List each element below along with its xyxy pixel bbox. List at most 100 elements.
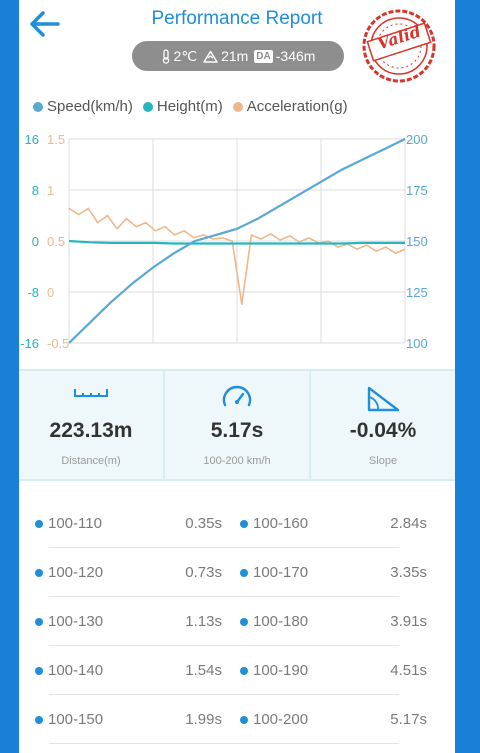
legend-item-height[interactable]: Height(m) bbox=[142, 98, 223, 115]
split-time-right: 5.17s bbox=[390, 711, 427, 728]
tick-label-acceleration: 0.5 bbox=[47, 234, 65, 249]
bullet-dot bbox=[35, 519, 43, 528]
page-title: Performance Report bbox=[151, 8, 323, 29]
tick-label-acceleration: 1.5 bbox=[47, 132, 65, 147]
conditions-pill: 2℃ 21m DA -346m bbox=[132, 41, 344, 71]
series-line-speed bbox=[68, 138, 406, 344]
bullet-dot bbox=[35, 715, 43, 724]
row-divider bbox=[49, 645, 399, 646]
tick-label-speed: 200 bbox=[406, 132, 428, 147]
back-button[interactable] bbox=[27, 8, 61, 40]
split-range-text: 100-180 bbox=[253, 613, 309, 630]
split-range-right: 100-190 bbox=[240, 662, 308, 679]
time-label: 100-200 km/h bbox=[203, 455, 271, 467]
split-row: 100-110 0.35s 100-160 2.84s bbox=[19, 500, 455, 549]
temperature-readout: 2℃ bbox=[161, 47, 198, 65]
legend-dot-acceleration bbox=[232, 101, 243, 112]
legend-dot-height bbox=[142, 101, 153, 112]
tick-label-speed: 100 bbox=[406, 336, 428, 351]
bullet-dot bbox=[240, 666, 248, 675]
tick-label-acceleration: 1 bbox=[47, 183, 54, 198]
legend-dot-speed bbox=[33, 101, 43, 112]
split-range-text: 100-190 bbox=[253, 662, 309, 679]
split-range-right: 100-170 bbox=[240, 564, 308, 581]
tick-label-height: 8 bbox=[32, 183, 39, 198]
distance-value: 223.13m bbox=[49, 419, 133, 442]
split-range-right: 100-180 bbox=[240, 613, 308, 630]
chart-legend: Speed(km/h) Height(m) Acceleration(g) bbox=[33, 98, 453, 115]
split-range-text: 100-170 bbox=[253, 564, 309, 581]
split-time-left: 0.35s bbox=[185, 515, 222, 532]
split-range-left: 100-120 bbox=[35, 564, 103, 581]
density-altitude-value: -346m bbox=[275, 48, 316, 64]
tick-label-speed: 150 bbox=[406, 234, 428, 249]
summary-stats: 223.13m Distance(m) 5.17s 100-200 km/h -… bbox=[19, 369, 455, 481]
tick-label-acceleration: 0 bbox=[47, 285, 54, 300]
mountain-icon bbox=[203, 50, 218, 63]
stat-time: 5.17s 100-200 km/h bbox=[163, 371, 309, 479]
density-altitude-readout: DA -346m bbox=[254, 48, 315, 64]
split-time-right: 2.84s bbox=[390, 515, 427, 532]
bullet-dot bbox=[240, 617, 248, 626]
legend-label-speed: Speed(km/h) bbox=[47, 98, 133, 115]
arrow-left-icon bbox=[30, 11, 60, 37]
series-line-height bbox=[68, 239, 405, 245]
split-range-text: 100-200 bbox=[253, 711, 309, 728]
legend-item-acceleration[interactable]: Acceleration(g) bbox=[232, 98, 348, 115]
split-time-left: 1.54s bbox=[185, 662, 222, 679]
split-time-right: 4.51s bbox=[390, 662, 427, 679]
split-range-left: 100-130 bbox=[35, 613, 103, 630]
tick-label-height: -16 bbox=[20, 336, 39, 351]
split-row: 100-120 0.73s 100-170 3.35s bbox=[19, 549, 455, 598]
tick-label-acceleration: -0.5 bbox=[47, 336, 69, 351]
performance-chart[interactable]: 16 8 0 -8 -16 1.5 1 0.5 0 -0.5 200 175 150 125 100 bbox=[19, 128, 455, 352]
stat-slope: -0.04% Slope bbox=[309, 371, 455, 479]
temperature-value: 2℃ bbox=[173, 47, 198, 64]
split-range-left: 100-110 bbox=[35, 515, 102, 532]
split-range-text: 100-130 bbox=[48, 613, 104, 630]
split-range-left: 100-150 bbox=[35, 711, 103, 728]
split-range-text: 100-140 bbox=[48, 662, 104, 679]
row-divider bbox=[49, 694, 399, 695]
legend-label-acceleration: Acceleration(g) bbox=[246, 98, 348, 115]
bullet-dot bbox=[35, 666, 43, 675]
split-time-left: 1.99s bbox=[185, 711, 222, 728]
row-divider bbox=[49, 596, 399, 597]
legend-item-speed[interactable]: Speed(km/h) bbox=[33, 98, 133, 115]
tick-label-speed: 125 bbox=[406, 285, 428, 300]
series-line-acceleration bbox=[68, 207, 406, 305]
split-row: 100-140 1.54s 100-190 4.51s bbox=[19, 647, 455, 696]
distance-label: Distance(m) bbox=[61, 455, 121, 467]
report-panel: Performance Report 2℃ 21m DA -346m bbox=[19, 0, 455, 753]
bullet-dot bbox=[35, 568, 43, 577]
bullet-dot bbox=[35, 617, 43, 626]
ruler-icon bbox=[74, 389, 108, 397]
split-range-text: 100-160 bbox=[253, 515, 309, 532]
legend-label-height: Height(m) bbox=[156, 98, 223, 115]
tick-label-height: 0 bbox=[32, 234, 39, 249]
thermometer-icon bbox=[162, 48, 169, 64]
split-range-text: 100-150 bbox=[48, 711, 104, 728]
density-altitude-badge: DA bbox=[254, 49, 273, 63]
split-time-right: 3.91s bbox=[390, 613, 427, 630]
split-time-left: 1.13s bbox=[185, 613, 222, 630]
row-divider bbox=[49, 547, 399, 548]
header: Performance Report 2℃ 21m DA -346m bbox=[19, 0, 455, 86]
split-range-right: 100-200 bbox=[240, 711, 308, 728]
split-time-right: 3.35s bbox=[390, 564, 427, 581]
split-range-left: 100-140 bbox=[35, 662, 103, 679]
split-range-text: 100-110 bbox=[48, 515, 102, 532]
bullet-dot bbox=[240, 519, 248, 528]
bullet-dot bbox=[240, 715, 248, 724]
tick-label-height: -8 bbox=[27, 285, 39, 300]
speedometer-icon bbox=[222, 385, 252, 407]
tick-label-height: 16 bbox=[25, 132, 39, 147]
split-row: 100-150 1.99s 100-200 5.17s bbox=[19, 696, 455, 745]
split-range-text: 100-120 bbox=[48, 564, 104, 581]
slope-icon bbox=[367, 386, 400, 412]
split-row: 100-130 1.13s 100-180 3.91s bbox=[19, 598, 455, 647]
slope-label: Slope bbox=[368, 455, 398, 467]
altitude-readout: 21m bbox=[203, 48, 248, 64]
tick-label-speed: 175 bbox=[406, 183, 428, 198]
time-value: 5.17s bbox=[210, 419, 264, 442]
